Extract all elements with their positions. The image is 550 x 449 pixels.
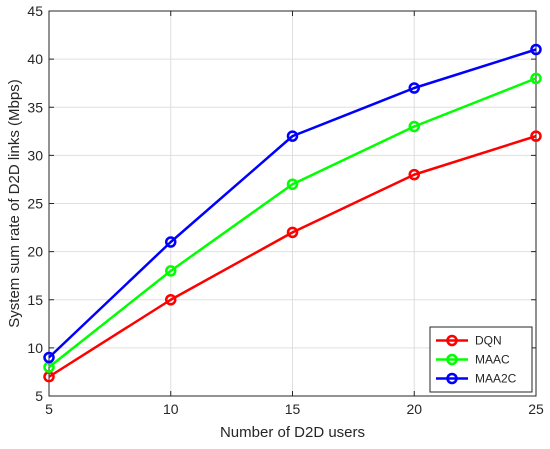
x-tick-label: 20 [406, 401, 422, 417]
x-tick-label: 25 [528, 401, 544, 417]
axis-ticks: 5 10 15 20 25 5 10 15 20 25 30 35 40 45 [27, 3, 544, 417]
series-group [43, 43, 542, 383]
data-point-marker [43, 351, 55, 364]
series-maac [43, 72, 542, 373]
y-tick-label: 15 [27, 292, 43, 308]
data-point-marker [286, 178, 299, 190]
y-tick-label: 5 [35, 388, 43, 404]
y-tick-label: 30 [27, 147, 43, 163]
legend: DQN MAAC MAA2C [429, 326, 533, 393]
y-tick-label: 10 [27, 340, 43, 356]
data-point-marker [408, 82, 420, 94]
data-point-marker [530, 72, 542, 85]
series-dqn [43, 130, 542, 383]
y-tick-label: 45 [27, 3, 43, 19]
data-point-marker [530, 43, 542, 56]
legend-label: MAA2C [475, 372, 517, 386]
legend-label: MAAC [475, 353, 510, 367]
x-tick-label: 5 [45, 401, 53, 417]
data-point-marker [530, 130, 542, 142]
x-tick-label: 10 [163, 401, 179, 417]
series-maa2c [43, 43, 542, 364]
legend-marker [446, 353, 458, 366]
data-point-marker [408, 168, 420, 181]
y-tick-label: 25 [27, 196, 43, 212]
data-point-marker [408, 120, 420, 133]
series-line [48, 134, 537, 378]
series-line [48, 48, 537, 359]
y-tick-label: 40 [27, 51, 43, 67]
data-point-marker [286, 226, 299, 239]
legend-marker [446, 372, 458, 385]
data-point-marker [286, 130, 299, 142]
y-tick-label: 35 [27, 99, 43, 115]
data-point-marker [165, 294, 177, 306]
y-axis-title: System sum rate of D2D links (Mbps) [6, 79, 23, 327]
series-line [48, 77, 537, 369]
x-axis-title: Number of D2D users [220, 424, 365, 441]
y-tick-label: 20 [27, 244, 43, 260]
x-tick-label: 15 [285, 401, 301, 417]
legend-label: DQN [475, 334, 502, 348]
data-point-marker [165, 265, 177, 277]
data-point-marker [165, 236, 177, 248]
legend-marker [446, 334, 458, 347]
